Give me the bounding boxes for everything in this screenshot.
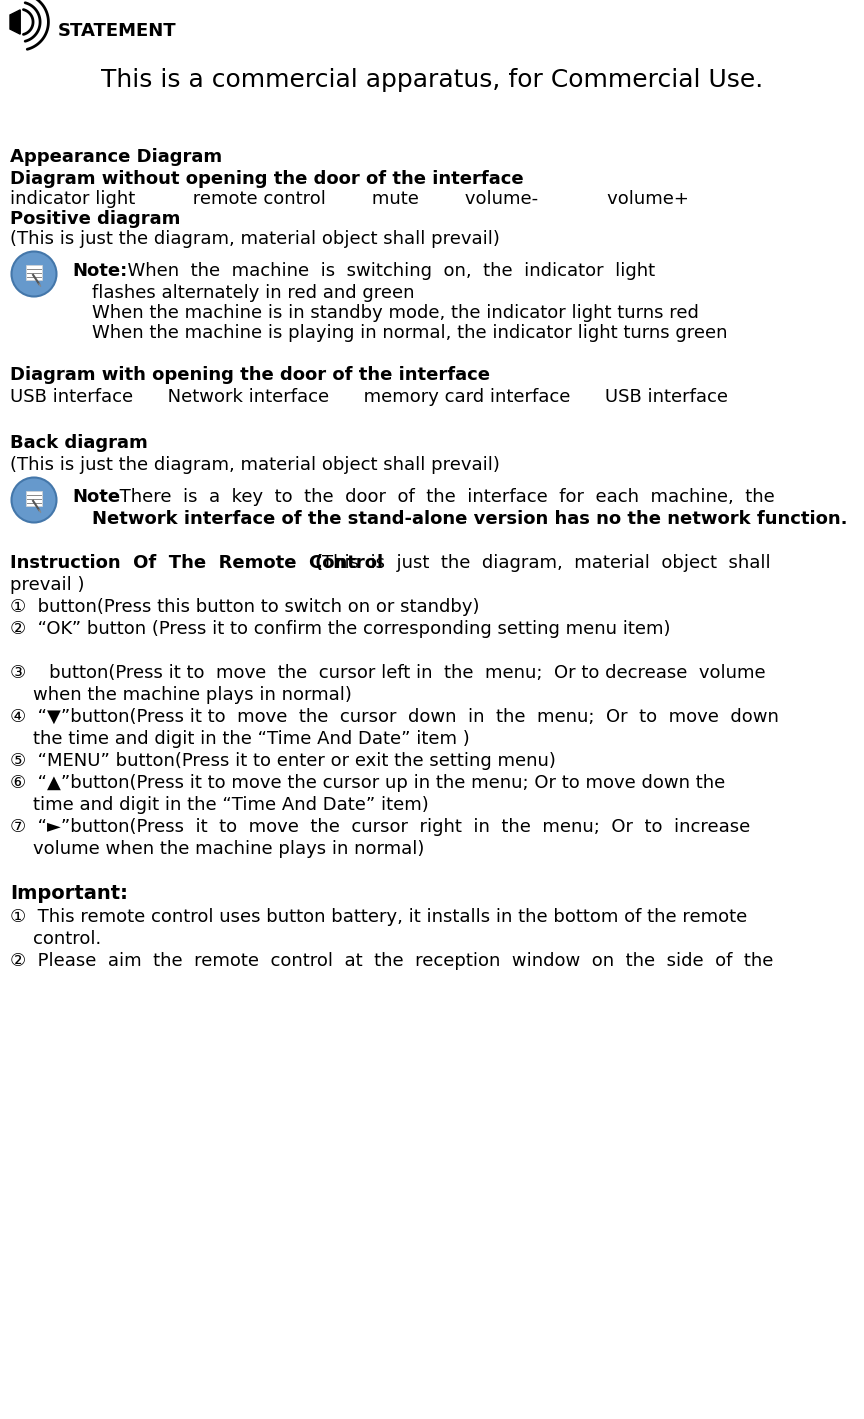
Text: indicator light          remote control        mute        volume-            vo: indicator light remote control mute volu… xyxy=(10,190,689,209)
Text: Diagram without opening the door of the interface: Diagram without opening the door of the … xyxy=(10,170,524,187)
Text: ③    button(Press it to  move  the  cursor left in  the  menu;  Or to decrease  : ③ button(Press it to move the cursor lef… xyxy=(10,664,766,683)
FancyBboxPatch shape xyxy=(26,491,42,507)
Text: When the machine is playing in normal, the indicator light turns green: When the machine is playing in normal, t… xyxy=(92,324,727,342)
Polygon shape xyxy=(10,10,20,34)
Text: (This is just the diagram, material object shall prevail): (This is just the diagram, material obje… xyxy=(10,230,500,248)
Text: (This is just the diagram, material object shall prevail): (This is just the diagram, material obje… xyxy=(10,455,500,474)
Text: ②  Please  aim  the  remote  control  at  the  reception  window  on  the  side : ② Please aim the remote control at the r… xyxy=(10,952,773,971)
Text: This  is  just  the  diagram,  material  object  shall: This is just the diagram, material objec… xyxy=(322,553,771,572)
Text: volume when the machine plays in normal): volume when the machine plays in normal) xyxy=(10,840,424,858)
FancyBboxPatch shape xyxy=(26,265,42,281)
Text: (: ( xyxy=(314,553,322,572)
Ellipse shape xyxy=(11,251,56,297)
Text: ⑤  “MENU” button(Press it to enter or exit the setting menu): ⑤ “MENU” button(Press it to enter or exi… xyxy=(10,752,556,771)
Text: When the machine is in standby mode, the indicator light turns red: When the machine is in standby mode, the… xyxy=(92,304,699,322)
Text: :  There  is  a  key  to  the  door  of  the  interface  for  each  machine,  th: : There is a key to the door of the inte… xyxy=(102,488,775,507)
Text: ④  “▼”button(Press it to  move  the  cursor  down  in  the  menu;  Or  to  move : ④ “▼”button(Press it to move the cursor … xyxy=(10,708,778,727)
Text: Appearance Diagram: Appearance Diagram xyxy=(10,148,222,166)
Text: Note: Note xyxy=(72,488,120,507)
Text: This is a commercial apparatus, for Commercial Use.: This is a commercial apparatus, for Comm… xyxy=(101,68,763,92)
Text: Positive diagram: Positive diagram xyxy=(10,210,181,228)
Text: Important:: Important: xyxy=(10,884,128,902)
Text: ①  This remote control uses button battery, it installs in the bottom of the rem: ① This remote control uses button batter… xyxy=(10,908,747,927)
Text: control.: control. xyxy=(10,929,101,948)
Text: prevail ): prevail ) xyxy=(10,576,85,595)
Text: ⑦  “►”button(Press  it  to  move  the  cursor  right  in  the  menu;  Or  to  in: ⑦ “►”button(Press it to move the cursor … xyxy=(10,817,750,836)
Ellipse shape xyxy=(11,478,56,522)
Text: Network interface of the stand-alone version has no the network function.: Network interface of the stand-alone ver… xyxy=(92,509,848,528)
Text: Diagram with opening the door of the interface: Diagram with opening the door of the int… xyxy=(10,366,490,385)
Text: when the machine plays in normal): when the machine plays in normal) xyxy=(10,685,352,704)
Text: the time and digit in the “Time And Date” item ): the time and digit in the “Time And Date… xyxy=(10,729,470,748)
Text: Back diagram: Back diagram xyxy=(10,434,148,453)
Text: Instruction  Of  The  Remote  Control: Instruction Of The Remote Control xyxy=(10,553,396,572)
Text: time and digit in the “Time And Date” item): time and digit in the “Time And Date” it… xyxy=(10,796,429,815)
Text: ①  button(Press this button to switch on or standby): ① button(Press this button to switch on … xyxy=(10,597,480,616)
Text: Note:: Note: xyxy=(72,263,127,280)
Text: ⑥  “▲”button(Press it to move the cursor up in the menu; Or to move down the: ⑥ “▲”button(Press it to move the cursor … xyxy=(10,773,725,792)
Text: ②  “OK” button (Press it to confirm the corresponding setting menu item): ② “OK” button (Press it to confirm the c… xyxy=(10,620,670,639)
Text: When  the  machine  is  switching  on,  the  indicator  light: When the machine is switching on, the in… xyxy=(116,263,655,280)
Text: STATEMENT: STATEMENT xyxy=(58,23,176,40)
Text: USB interface      Network interface      memory card interface      USB interfa: USB interface Network interface memory c… xyxy=(10,387,728,406)
Text: flashes alternately in red and green: flashes alternately in red and green xyxy=(92,284,415,302)
